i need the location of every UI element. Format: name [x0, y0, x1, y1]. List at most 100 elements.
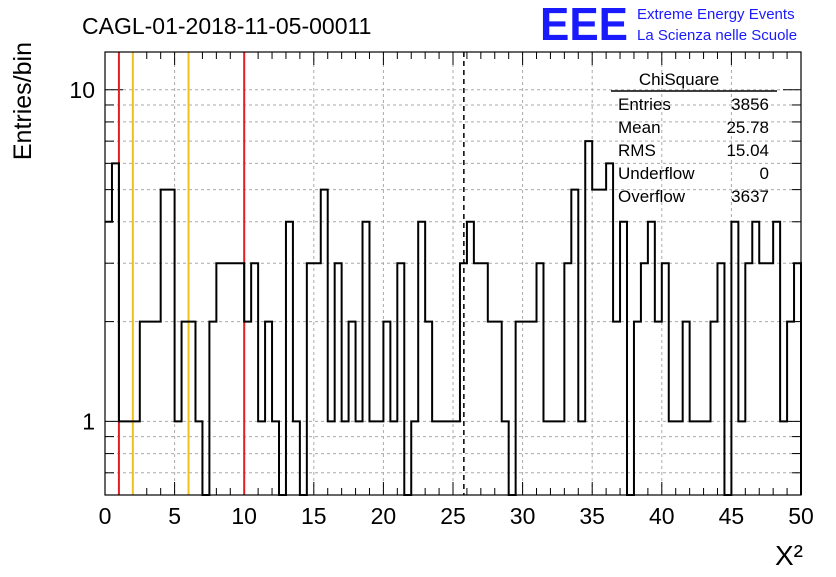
histogram-bin: [216, 263, 223, 495]
chart-title: CAGL-01-2018-11-05-00011: [82, 13, 371, 39]
x-tick-label: 30: [510, 503, 536, 529]
histogram-bin: [599, 190, 606, 495]
histogram-bin: [495, 322, 502, 495]
grid: [104, 52, 802, 495]
stats-rms-label: RMS: [618, 141, 656, 160]
histogram-bin: [356, 421, 363, 495]
x-tick-label: 35: [579, 503, 605, 529]
histogram-bin: [759, 263, 766, 495]
histogram-bin: [745, 263, 752, 495]
histogram-outline: [105, 140, 802, 496]
histogram-bin: [711, 322, 718, 495]
histogram-bin: [286, 222, 293, 495]
stats-rms-value: 15.04: [726, 141, 769, 160]
histogram-bin: [564, 263, 571, 495]
histogram-bin: [425, 322, 432, 495]
y-axis-label: Entries/bin: [9, 42, 37, 160]
histogram-bin: [133, 421, 140, 495]
histogram-bin: [244, 322, 251, 495]
histogram-bin: [112, 163, 119, 495]
histogram-bin: [189, 322, 196, 495]
histogram-bin: [794, 263, 801, 495]
histogram-bin: [641, 263, 648, 495]
stats-mean-label: Mean: [618, 118, 661, 137]
histogram-bin: [557, 421, 564, 495]
histogram-bin: [460, 263, 467, 495]
histogram-bin: [752, 222, 759, 495]
histogram-bars: [105, 140, 802, 496]
x-tick-label: 10: [231, 503, 257, 529]
histogram-bin: [383, 322, 390, 495]
histogram-bin: [537, 263, 544, 495]
x-tick-label: 0: [99, 503, 112, 529]
histogram-bin: [606, 163, 613, 495]
histogram-bin: [523, 322, 530, 495]
x-tick-label: 25: [440, 503, 466, 529]
histogram-bin: [432, 421, 439, 495]
histogram-bin: [161, 190, 168, 495]
histogram-bin: [530, 322, 537, 495]
histogram-bin: [105, 222, 112, 495]
stats-entries-value: 3856: [731, 95, 769, 114]
plot-frame: [104, 51, 802, 496]
histogram-bin: [342, 421, 349, 495]
x-tick-label: 20: [371, 503, 397, 529]
histogram-bin: [669, 421, 676, 495]
histogram-bin: [648, 222, 655, 495]
histogram-bin: [349, 322, 356, 495]
histogram-bin: [620, 222, 627, 495]
histogram-bin: [683, 322, 690, 495]
histogram-bin: [168, 190, 175, 495]
histogram-bin: [634, 322, 641, 495]
histogram-bin: [467, 222, 474, 495]
stats-mean-value: 25.78: [726, 118, 769, 137]
histogram-bin: [474, 263, 481, 495]
histogram-bin: [147, 322, 154, 495]
histogram-bin: [676, 421, 683, 495]
y-tick-label: 10: [69, 77, 95, 103]
histogram-bin: [592, 190, 599, 495]
histogram-bin: [328, 421, 335, 495]
x-tick-label: 40: [649, 503, 675, 529]
histogram-bin: [272, 421, 279, 495]
histogram-bin: [126, 421, 133, 495]
stats-entries-label: Entries: [618, 95, 671, 114]
histogram-bin: [731, 222, 738, 495]
stats-overflow-value: 3637: [731, 187, 769, 206]
histogram-bin: [773, 222, 780, 495]
histogram-bin: [488, 322, 495, 495]
histogram-bin: [258, 421, 265, 495]
histogram-bin: [140, 322, 147, 495]
histogram-bin: [265, 322, 272, 495]
x-tick-label: 45: [719, 503, 745, 529]
histogram-bin: [697, 421, 704, 495]
x-tick-label: 50: [788, 503, 814, 529]
histogram-bin: [717, 263, 724, 495]
histogram-bin: [585, 141, 592, 495]
x-tick-label: 15: [301, 503, 327, 529]
histogram-bin: [376, 421, 383, 495]
x-tick-label: 5: [168, 503, 181, 529]
histogram-bin: [446, 421, 453, 495]
histogram-bin: [251, 263, 258, 495]
stats-box: ChiSquare Entries 3856 Mean 25.78 RMS 15…: [611, 70, 777, 206]
stats-underflow-label: Underflow: [618, 164, 695, 183]
histogram-bin: [209, 322, 216, 495]
histogram-bin: [690, 421, 697, 495]
histogram-bin: [363, 222, 370, 495]
stats-underflow-value: 0: [760, 164, 769, 183]
histogram-bin: [780, 421, 787, 495]
histogram-bin: [314, 263, 321, 495]
histogram-bin: [321, 190, 328, 495]
histogram-bin: [230, 263, 237, 495]
histogram-bin: [293, 421, 300, 495]
histogram-bin: [223, 263, 230, 495]
logo-text: EEE: [540, 0, 628, 50]
histogram-bin: [662, 263, 669, 495]
histogram-bin: [481, 263, 488, 495]
histogram-bin: [175, 421, 182, 495]
histogram-bin: [766, 263, 773, 495]
histogram-bin: [154, 322, 161, 495]
histogram-bin: [550, 421, 557, 495]
